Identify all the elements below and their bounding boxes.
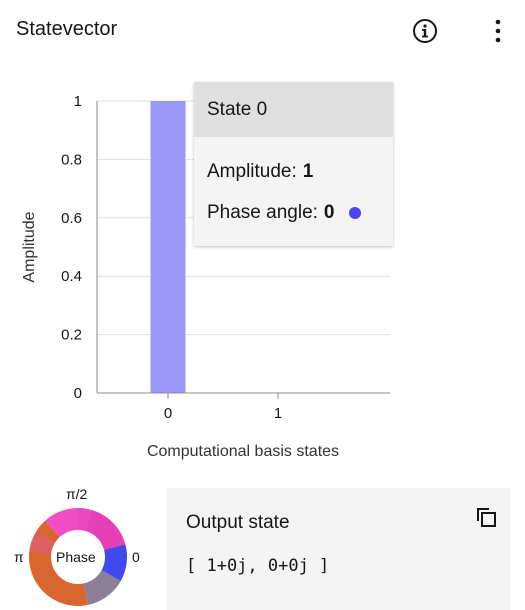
tooltip-title: State 0 [194,82,393,137]
overflow-menu-vertical-icon [495,19,501,43]
info-button[interactable] [412,18,438,44]
phase-wheel-center-label: Phase [56,549,96,565]
phase-angle-value: 0 [323,202,335,223]
output-state-title: Output state [186,512,290,533]
phase-label-pi: π [14,549,24,565]
phase-color-dot [348,207,361,219]
y-tick-label: 0.4 [61,268,82,285]
amplitude-label: Amplitude: [207,161,297,182]
tooltip-amplitude-row: Amplitude: 1 [207,161,313,183]
y-axis-ticks: 0 0.2 0.4 0.6 0.8 1 [61,93,82,402]
y-tick-label: 0 [74,385,82,402]
y-tick-label: 0.6 [61,210,82,227]
phase-label-pi-half: π/2 [66,486,88,502]
output-state-value: [ 1+0j, 0+0j ] [186,556,330,576]
overflow-menu-button[interactable] [488,17,508,45]
y-tick-label: 0.2 [61,327,82,344]
phase-label-zero: 0 [132,549,140,565]
x-tick-label: 0 [164,405,172,422]
copy-button[interactable] [473,505,499,531]
amplitude-value: 1 [302,161,314,182]
chart-bars [150,101,186,393]
copy-icon [477,508,496,527]
y-axis-label: Amplitude [21,211,38,282]
tooltip-phase-row: Phase angle: 0 [207,202,361,224]
panel-title: Statevector [16,18,118,40]
output-state-panel: Output state [ 1+0j, 0+0j ] [167,488,511,610]
info-circle-icon [413,19,437,43]
phase-legend: Phase π/2 π 0 [0,480,165,610]
x-tick-label: 1 [274,405,282,422]
x-axis-label: Computational basis states [147,443,339,460]
phase-angle-label: Phase angle: [207,202,318,223]
bar-tooltip: State 0 Amplitude: 1 Phase angle: 0 [194,82,393,246]
y-tick-label: 1 [74,93,82,110]
phase-wheel-icon [29,508,127,606]
y-tick-label: 0.8 [61,151,82,168]
bar-state-0[interactable] [150,101,186,393]
